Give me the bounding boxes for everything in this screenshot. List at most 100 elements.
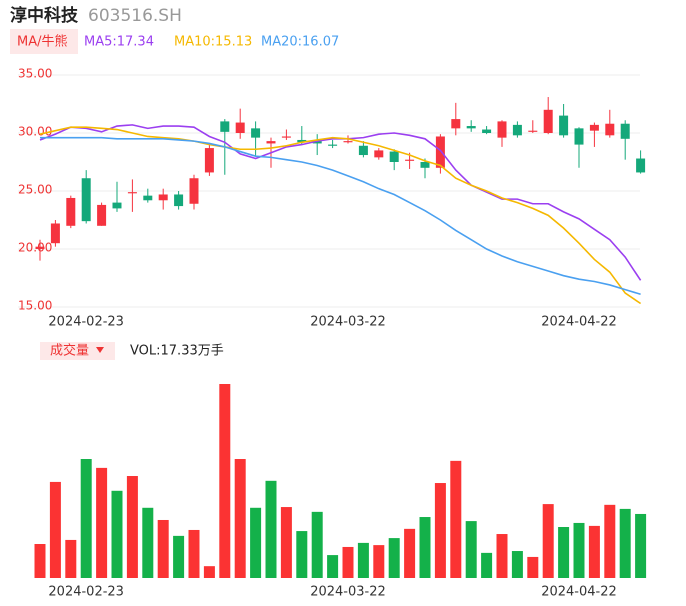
ma-badge-label[interactable]: MA/牛熊: [17, 34, 68, 50]
x-tick-label: 2024-02-23: [48, 585, 124, 600]
candle-body: [220, 121, 230, 132]
x-tick-label: 2024-02-23: [48, 315, 124, 330]
candle-body: [204, 148, 214, 173]
candle-body: [620, 123, 630, 139]
candle-body: [143, 195, 153, 201]
volume-bar: [511, 551, 523, 578]
x-tick-label: 2024-04-22: [541, 315, 617, 330]
volume-bar: [49, 481, 61, 578]
candle-body: [328, 144, 338, 146]
candle-body: [281, 136, 291, 138]
legend-entry: MA10:15.13: [174, 35, 252, 50]
candle-body: [605, 123, 615, 136]
volume-bar: [573, 522, 585, 578]
candle-body: [636, 158, 646, 173]
volume-bar: [388, 538, 400, 578]
volume-bar: [65, 539, 77, 578]
ma-line: [39, 126, 642, 305]
y-tick-label: 15.00: [18, 299, 52, 313]
volume-bar: [434, 483, 446, 578]
ma-line: [40, 136, 641, 296]
volume-bar: [311, 511, 323, 578]
volume-bar: [588, 525, 600, 578]
volume-bar: [357, 542, 369, 578]
volume-bar: [234, 459, 246, 578]
legend-entry: VOL:17.33万手: [130, 344, 224, 359]
volume-bar: [527, 556, 539, 578]
volume-bar: [373, 545, 385, 578]
volume-bar: [111, 490, 123, 578]
candle-body: [528, 130, 538, 132]
x-tick-label: 2024-04-22: [541, 585, 617, 600]
volume-bar: [219, 384, 231, 578]
candle-body: [451, 119, 461, 129]
y-tick-label: 30.00: [18, 125, 52, 139]
volume-bar: [619, 508, 631, 578]
candle-body: [235, 122, 245, 133]
volume-bar: [280, 507, 292, 578]
volume-bar: [604, 504, 616, 578]
candle-body: [374, 150, 384, 158]
candle-body: [174, 194, 184, 207]
candle-body: [112, 202, 122, 209]
candle-body: [482, 129, 492, 133]
volume-bar: [157, 519, 169, 578]
volume-bar: [34, 544, 46, 578]
candle-body: [420, 162, 430, 168]
volume-bar: [558, 527, 570, 578]
candle-body: [266, 141, 276, 144]
candle-body: [559, 115, 569, 136]
candle-body: [50, 223, 60, 244]
candle-body: [405, 159, 415, 161]
candle-body: [97, 204, 107, 226]
candle-body: [81, 178, 91, 222]
candle-body: [189, 178, 199, 204]
volume-bar: [342, 546, 354, 578]
stock-name: 淳中科技: [10, 5, 79, 26]
volume-bar: [126, 476, 138, 578]
volume-bar: [80, 459, 92, 578]
volume-bar: [496, 534, 508, 578]
candle-body: [35, 246, 45, 249]
candle-body: [435, 136, 445, 168]
y-tick-label: 20.00: [18, 241, 52, 255]
legend-entry: MA20:16.07: [261, 35, 339, 50]
candle-body: [574, 128, 584, 145]
volume-badge-label[interactable]: 成交量: [50, 343, 89, 359]
volume-bar: [481, 552, 493, 578]
volume-badge[interactable]: [40, 342, 115, 360]
candle-body: [589, 124, 599, 131]
volume-bar: [450, 460, 462, 578]
candle-body: [543, 109, 553, 133]
volume-bar: [173, 535, 185, 578]
volume-bar: [296, 531, 308, 578]
volume-bar: [635, 513, 647, 578]
volume-bar: [265, 480, 277, 578]
candle-body: [297, 139, 307, 143]
volume-bar: [465, 521, 477, 578]
candle-body: [358, 145, 368, 156]
volume-bar: [188, 529, 200, 578]
volume-bar: [419, 517, 431, 578]
volume-bar: [250, 507, 262, 578]
ma-badge[interactable]: [10, 29, 78, 54]
y-tick-label: 25.00: [18, 183, 52, 197]
x-tick-label: 2024-03-22: [310, 585, 386, 600]
volume-bar: [96, 467, 108, 578]
y-tick-label: 35.00: [18, 67, 52, 81]
volume-bar: [327, 555, 339, 578]
candle-body: [512, 124, 522, 136]
x-tick-label: 2024-03-22: [310, 315, 386, 330]
dropdown-arrow[interactable]: [96, 347, 104, 353]
candle-body: [466, 126, 476, 129]
candle-body: [389, 151, 399, 162]
legend-entry: MA5:17.34: [84, 35, 154, 50]
stock-code: 603516.SH: [88, 6, 182, 26]
volume-bar: [203, 566, 215, 578]
candle-body: [343, 141, 353, 143]
candle-body: [66, 197, 76, 226]
candle-body: [251, 128, 261, 138]
candle-body: [127, 192, 137, 194]
volume-bar: [542, 504, 554, 578]
